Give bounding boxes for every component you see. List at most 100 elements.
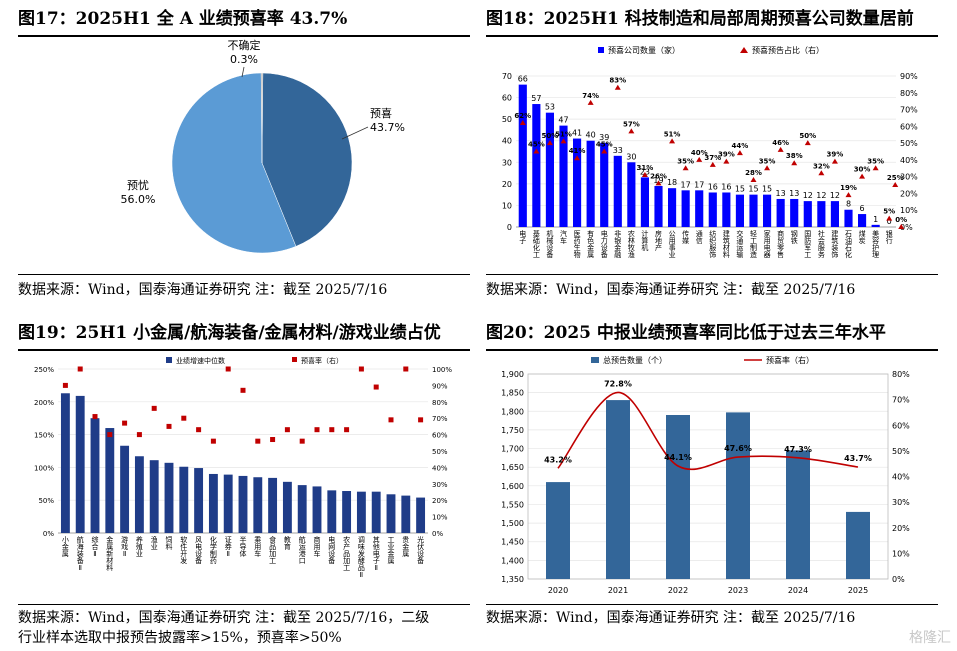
ratio-marker [533,148,540,154]
watermark-logo: 格隆汇 [909,630,951,646]
bar [105,428,115,533]
bar [668,188,677,227]
fig19-bar-chart: 0% 50% 100% 150% 200% 250% 0% 10% 20% 30% 40% 50% 60… [34,356,452,579]
bar-value-label: 15 [762,185,772,194]
x-category-label: 2025 [848,586,868,595]
ratio-marker [166,423,172,429]
y-tick-label: 100% [34,464,54,472]
ratio-marker [791,160,798,166]
y-tick-label: 1,850 [501,389,524,398]
legend-label: 预喜率（右） [766,355,814,365]
legend-swatch-marker [740,47,748,53]
x-category-label: 软件开发 [180,535,187,565]
bar [763,194,772,227]
ratio-label: 47.6% [724,444,752,453]
x-category-label: 纺织服饰 [709,229,716,259]
bar [297,485,307,533]
x-category-label: 渔业 [151,535,158,551]
bar [559,125,568,227]
ratio-marker [418,417,424,423]
y2-tick-label: 80% [432,399,448,407]
ratio-marker [736,150,743,156]
bar [858,214,867,227]
ratio-marker [892,182,899,188]
x-category-label: 通信 [696,229,703,245]
ratio-label: 5% [883,208,895,216]
bar-value-label: 12 [816,191,826,200]
y-tick-label: 10 [502,201,512,210]
ratio-marker [872,165,879,171]
y-tick-label: 1,650 [501,463,524,472]
x-category-label: 建筑装饰 [831,229,838,259]
ratio-label: 45% [528,141,545,149]
y-tick-label: 50 [502,115,512,124]
x-category-label: 建筑材料 [723,229,730,259]
fig20-top-rule [486,349,938,351]
y2-tick-label: 30% [900,173,918,182]
bar [282,481,292,533]
pie-value: 0.3% [230,53,258,66]
panel-fig17: 图17：2025H1 全 A 业绩预喜率 43.7% 预喜 43.7% 预忧 56.0… [18,6,470,306]
y-tick-label: 1,350 [501,575,524,584]
bar-value-label: 47 [558,116,568,125]
y-tick-label: 1,400 [501,556,524,565]
bar-value-label: 16 [708,182,718,191]
x-category-label: 钢铁 [791,229,798,245]
ratio-label: 44.1% [664,453,692,462]
ratio-label: 26% [650,172,667,180]
ratio-label: 74% [582,92,599,100]
x-category-label: 教育 [284,535,291,551]
x-category-label: 工业金属 [388,536,395,565]
y2-tick-label: 90% [900,72,918,81]
pie-label: 预喜 [370,107,392,120]
y2-tick-label: 10% [892,549,910,558]
y2-tick-label: 10% [432,514,448,522]
ratio-marker [329,427,335,433]
y2-tick-label: 60% [900,122,918,131]
ratio-label: 83% [609,77,626,85]
ratio-label: 0% [895,216,907,224]
y-tick-label: 60 [502,94,512,103]
ratio-marker [655,180,662,186]
legend-swatch-bar [166,357,172,363]
x-category-label: 2021 [608,586,628,595]
ratio-label: 51% [555,130,572,138]
ratio-label: 45% [596,141,613,149]
bar-value-label: 12 [803,191,813,200]
bar [386,494,396,533]
bar [253,477,263,533]
legend-swatch-bar [591,357,599,363]
ratio-label: 38% [786,152,803,160]
ratio-label: 28% [745,169,762,177]
ratio-label: 31% [637,164,654,172]
pie-slice [171,72,297,254]
x-category-label: 房地产 [655,229,662,252]
ratio-marker [403,366,409,372]
x-category-label: 商贸零售 [777,229,784,259]
y2-tick-label: 50% [892,447,910,456]
y-tick-label: 0 [507,223,512,232]
pie-leader-line [341,126,369,140]
ratio-marker [151,405,157,411]
x-category-label: 光伏设备 [417,535,424,565]
bar [749,194,758,227]
ratio-line [557,391,859,471]
y2-tick-label: 60% [432,432,448,440]
ratio-marker [669,138,676,144]
bar [573,138,582,227]
fig18-bar-chart: 0102030405060700%10%20%30%40%50%60%70%80… [502,45,918,259]
bar [342,491,352,533]
bar-value-label: 40 [586,131,596,140]
ratio-marker [77,366,83,372]
bar [223,474,233,533]
fig19-source-line2: 行业样本选取中报预告披露率>15%，预喜率>50% [18,630,342,646]
x-category-label: 化学制药 [210,535,217,565]
bar [586,140,595,227]
ratio-marker [641,171,648,177]
x-category-label: 银行 [886,229,893,245]
x-category-label: 电力设备 [601,229,608,259]
pie-leader-line [241,66,245,78]
bar [518,84,527,227]
y2-tick-label: 30% [892,498,910,507]
y2-tick-label: 80% [892,370,910,379]
